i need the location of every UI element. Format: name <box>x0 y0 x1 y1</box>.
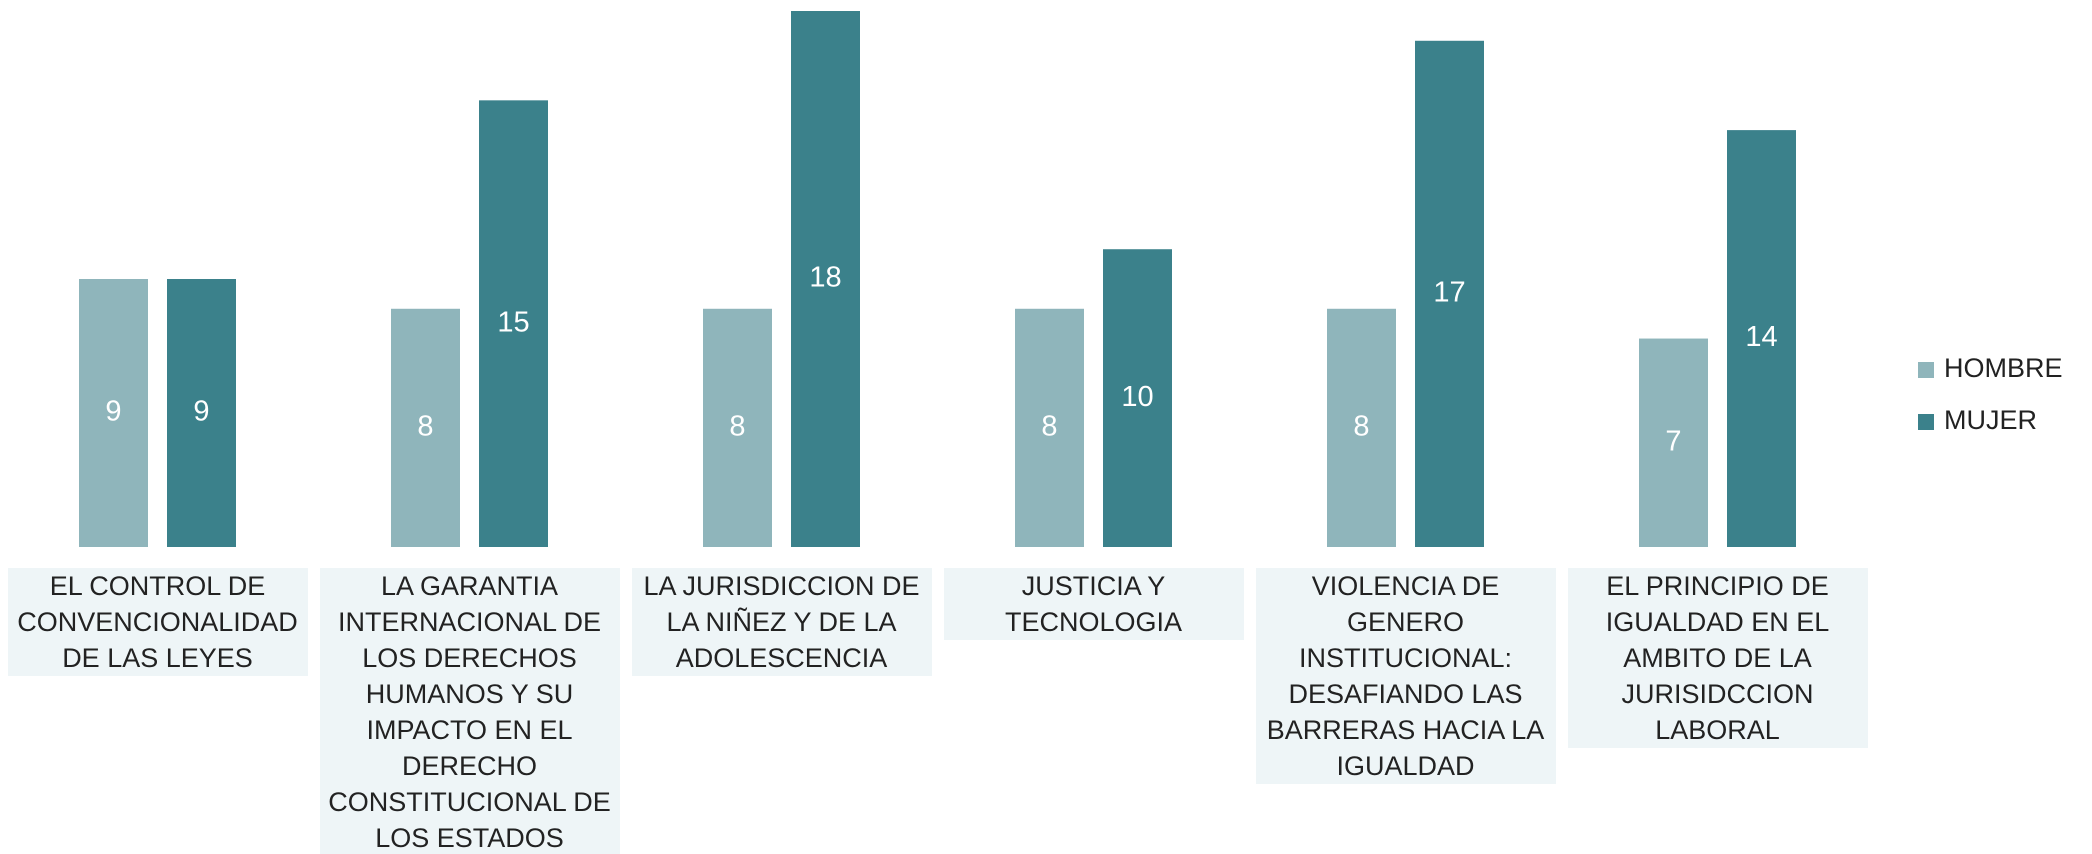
x-tick-label: JUSTICIA Y TECNOLOGIA <box>943 568 1244 640</box>
category-label-box: LA JURISDICCION DE LA NIÑEZ Y DE LA ADOL… <box>631 568 932 676</box>
category-label-box: EL PRINCIPIO DE IGUALDAD EN EL AMBITO DE… <box>1567 568 1868 748</box>
bar <box>79 279 148 547</box>
bar <box>791 11 860 547</box>
data-label: 9 <box>193 396 209 428</box>
x-tick-label: EL CONTROL DE CONVENCIONALIDAD DE LAS LE… <box>7 568 308 676</box>
data-label: 8 <box>1041 411 1057 443</box>
bar <box>479 100 548 547</box>
data-label: 17 <box>1433 277 1465 309</box>
bar <box>703 308 772 547</box>
data-label: 7 <box>1665 425 1681 457</box>
category-label-box: VIOLENCIA DE GENERO INSTITUCIONAL: DESAF… <box>1255 568 1556 784</box>
data-label: 14 <box>1745 321 1777 353</box>
bar <box>391 308 460 547</box>
legend-swatch <box>1918 362 1934 378</box>
data-label: 15 <box>497 306 529 338</box>
data-label: 9 <box>105 396 121 428</box>
category-label-box: JUSTICIA Y TECNOLOGIA <box>943 568 1244 640</box>
legend-label: MUJER <box>1944 405 2037 435</box>
data-label: 10 <box>1121 381 1153 413</box>
bar <box>1727 130 1796 547</box>
category-label-box: EL CONTROL DE CONVENCIONALIDAD DE LAS LE… <box>7 568 308 676</box>
legend-swatch <box>1918 414 1934 430</box>
bar <box>1015 308 1084 547</box>
x-tick-label: EL PRINCIPIO DE IGUALDAD EN EL AMBITO DE… <box>1567 568 1868 748</box>
bar <box>1415 40 1484 548</box>
x-tick-label: LA GARANTIA INTERNACIONAL DE LOS DERECHO… <box>319 568 620 854</box>
data-label: 8 <box>729 411 745 443</box>
bar <box>1639 338 1708 547</box>
bar <box>1327 308 1396 547</box>
x-tick-label: VIOLENCIA DE GENERO INSTITUCIONAL: DESAF… <box>1255 568 1556 784</box>
legend-label: HOMBRE <box>1944 353 2063 383</box>
category-label-box: LA GARANTIA INTERNACIONAL DE LOS DERECHO… <box>319 568 620 854</box>
bar <box>1103 249 1172 547</box>
x-tick-label: LA JURISDICCION DE LA NIÑEZ Y DE LA ADOL… <box>631 568 932 676</box>
data-label: 8 <box>417 411 433 443</box>
bar <box>167 279 236 547</box>
data-label: 8 <box>1353 411 1369 443</box>
data-label: 18 <box>809 262 841 294</box>
